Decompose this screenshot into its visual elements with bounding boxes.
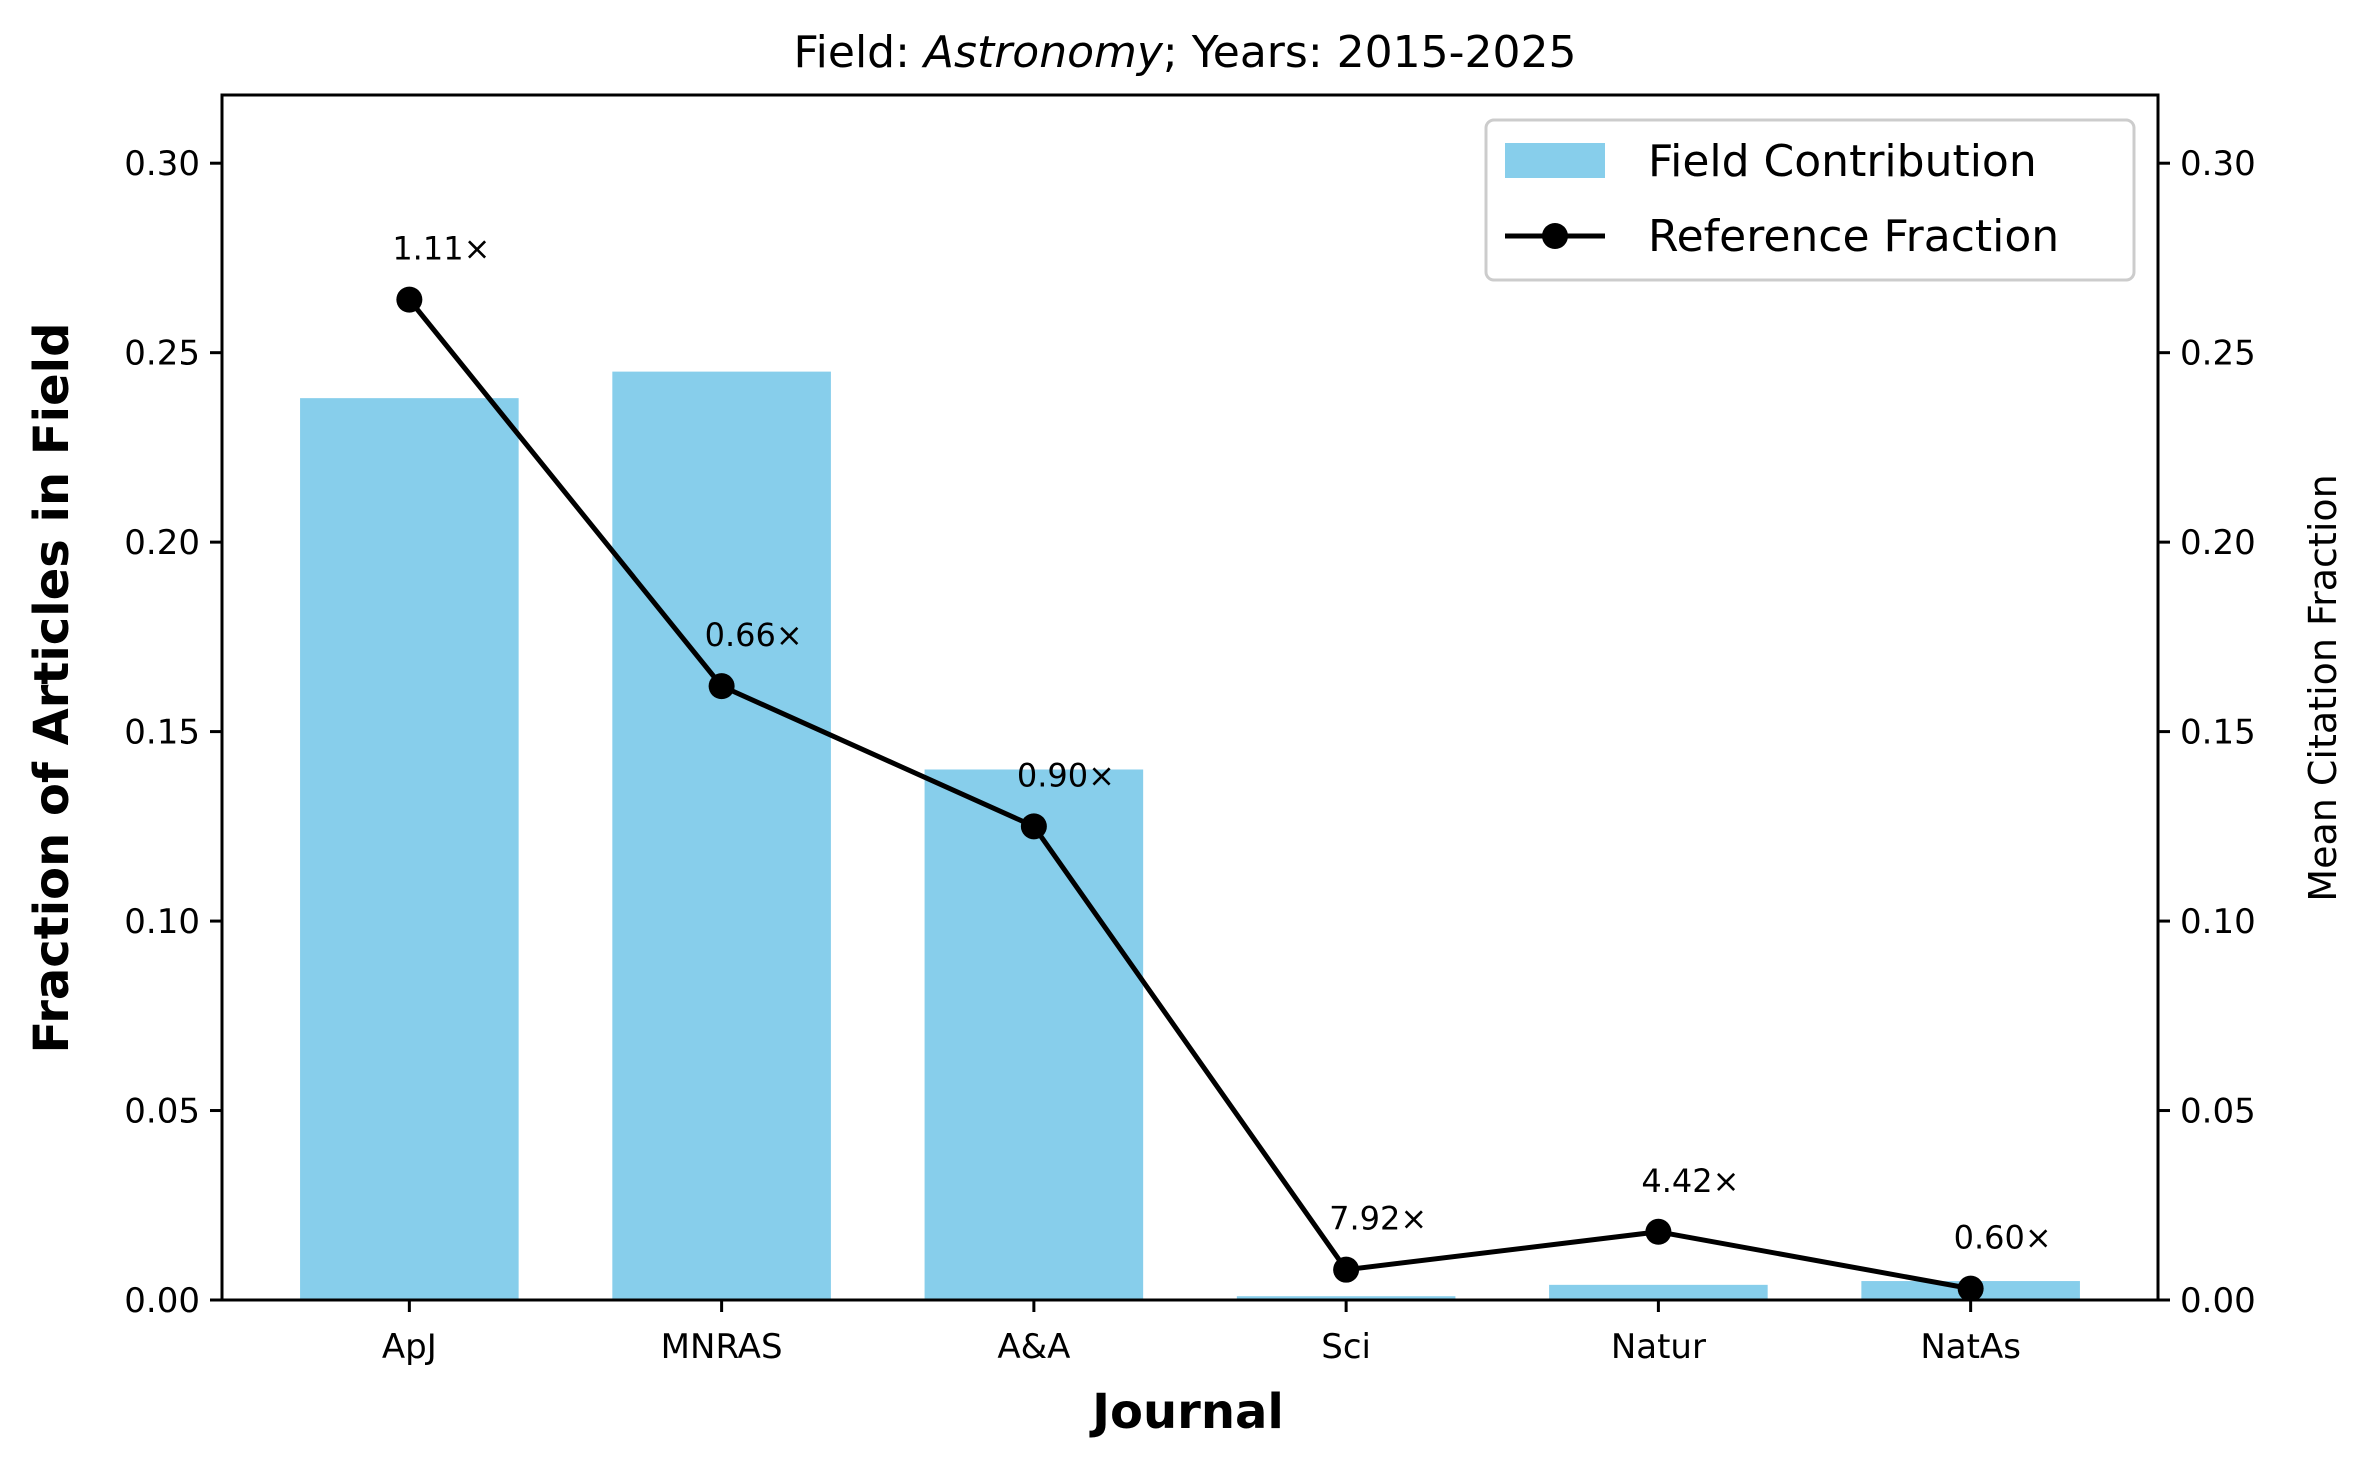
y-tick-label: 0.30 [124, 144, 200, 184]
bar-mnras [612, 371, 831, 1300]
ratio-label-a-a: 0.90× [1017, 756, 1115, 794]
reference-point-natas [1957, 1275, 1984, 1302]
reference-point-apj [396, 286, 423, 313]
bar-apj [300, 398, 519, 1300]
y-tick-label: 0.05 [124, 1092, 200, 1132]
y-tick-label: 0.25 [124, 334, 200, 374]
bar-sci [1236, 1296, 1456, 1300]
reference-point-sci [1333, 1256, 1360, 1283]
legend: Field Contribution Reference Fraction [1484, 118, 2136, 282]
y2-tick-label: 0.05 [2180, 1092, 2256, 1132]
y2-tick-label: 0.30 [2180, 144, 2256, 184]
y2-tick-label: 0.00 [2180, 1281, 2256, 1321]
plot-frame [220, 93, 2160, 1302]
y-tick-label: 0.15 [124, 713, 200, 753]
x-tick-label: NatAs [1920, 1327, 2021, 1367]
y-tick-label: 0.10 [124, 902, 200, 942]
ratio-label-natas: 0.60× [1954, 1219, 2052, 1257]
x-tick-label: Natur [1611, 1327, 1706, 1367]
y-tick-label: 0.20 [124, 523, 200, 563]
legend-label-reference-fraction: Reference Fraction [1648, 211, 2059, 262]
bar-group [300, 371, 2080, 1300]
y-tick-label: 0.00 [124, 1281, 200, 1321]
legend-swatch-field-contribution [1505, 143, 1605, 178]
ratio-label-sci: 7.92× [1329, 1200, 1427, 1238]
y2-tick-label: 0.20 [2180, 523, 2256, 563]
ratio-label-apj: 1.11× [392, 230, 490, 268]
y2-tick-label: 0.10 [2180, 902, 2256, 942]
bar-a-a [924, 769, 1144, 1300]
reference-point-a-a [1020, 813, 1047, 840]
reference-point-mnras [708, 673, 735, 700]
annotation-group: 1.11× 0.66× 0.90× 7.92× 4.42× 0.60× [392, 230, 2051, 1257]
reference-point-natur [1645, 1218, 1672, 1245]
x-tick-label: Sci [1321, 1327, 1371, 1367]
legend-frame [1484, 118, 2136, 282]
x-axis-title: Journal [1089, 1384, 1284, 1440]
y2-tick-label: 0.15 [2180, 713, 2256, 753]
x-tick-label: A&A [997, 1327, 1070, 1367]
chart-title: Field: Astronomy; Years: 2015-2025 [794, 27, 1577, 78]
y2-tick-label: 0.25 [2180, 334, 2256, 374]
x-tick-label: ApJ [382, 1327, 437, 1367]
legend-marker-reference-fraction [1542, 223, 1568, 249]
ratio-label-mnras: 0.66× [705, 616, 803, 654]
reference-fraction-line [407, 298, 1972, 1292]
x-tick-label: MNRAS [661, 1327, 783, 1367]
axes-group: 0.00 0.05 0.10 0.15 0.20 0.25 0.30 0.00 0.05 0.10… [124, 93, 2256, 1367]
y-axis-title: Fraction of Articles in Field [24, 323, 80, 1054]
legend-label-field-contribution: Field Contribution [1648, 136, 2037, 187]
ratio-label-natur: 4.42× [1641, 1162, 1739, 1200]
y2-axis-title: Mean Citation Fraction [2301, 474, 2345, 901]
line-group [396, 286, 1984, 1302]
bar-natur [1549, 1284, 1768, 1300]
